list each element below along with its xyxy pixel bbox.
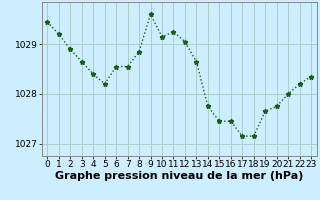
X-axis label: Graphe pression niveau de la mer (hPa): Graphe pression niveau de la mer (hPa): [55, 171, 303, 181]
